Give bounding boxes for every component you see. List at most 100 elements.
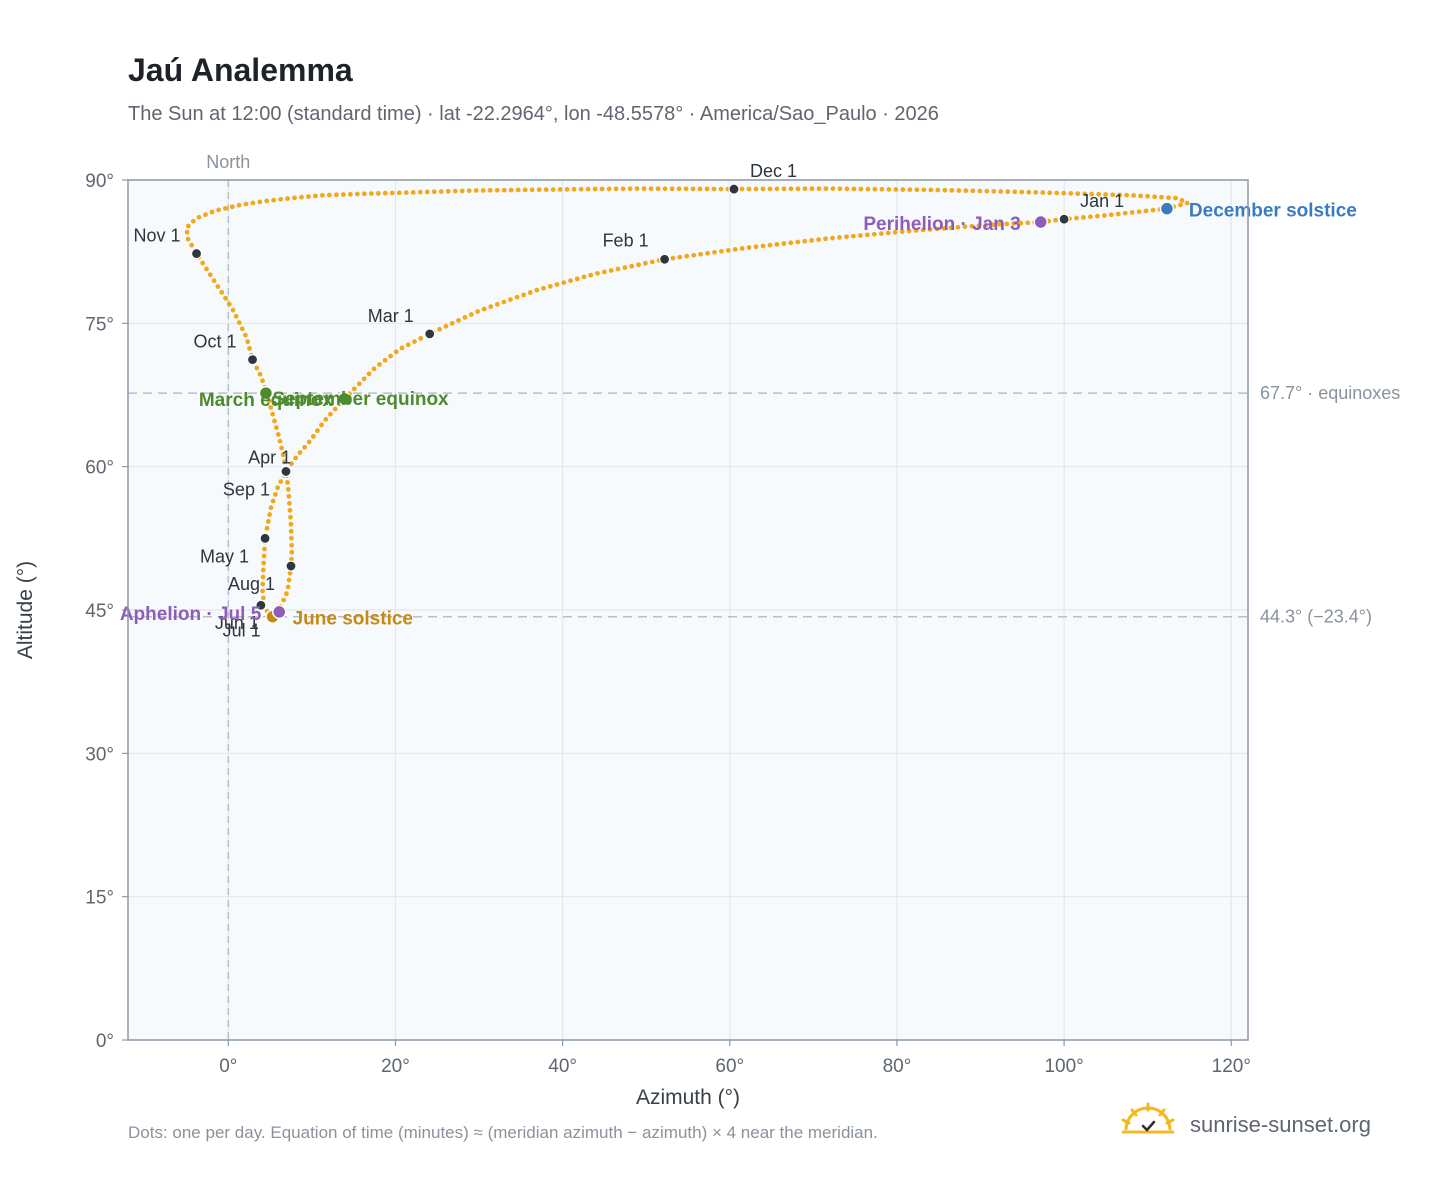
daily-dot — [634, 186, 640, 192]
daily-dot — [1108, 212, 1114, 218]
daily-dot — [1033, 189, 1039, 195]
daily-dot — [956, 188, 962, 193]
daily-dot — [438, 189, 444, 194]
daily-dot — [323, 416, 329, 422]
daily-dot — [1136, 209, 1142, 215]
daily-dot — [515, 187, 521, 193]
daily-dot — [282, 459, 288, 465]
daily-dot — [893, 187, 899, 192]
daily-dot — [767, 242, 773, 248]
y-tick-label: 30° — [85, 744, 114, 765]
daily-dot — [278, 196, 284, 202]
daily-dot — [267, 512, 273, 517]
daily-dot — [371, 366, 377, 372]
daily-dot — [289, 535, 294, 541]
daily-dot — [830, 186, 836, 192]
daily-dot — [649, 259, 655, 265]
month-marker — [424, 328, 436, 340]
daily-dot — [271, 197, 277, 203]
daily-dot — [288, 521, 294, 527]
daily-dot — [921, 187, 927, 193]
daily-dot — [1179, 197, 1185, 203]
daily-dot — [288, 528, 294, 534]
daily-dot — [1094, 213, 1100, 219]
daily-dot — [711, 186, 717, 192]
daily-dot — [190, 218, 196, 224]
daily-dot — [333, 192, 339, 198]
daily-dot — [226, 301, 232, 307]
footnote: Dots: one per day. Equation of time (min… — [128, 1123, 878, 1142]
daily-dot — [1074, 215, 1079, 221]
event-marker — [1033, 214, 1048, 230]
daily-dot — [928, 187, 934, 193]
daily-dot — [260, 588, 265, 594]
daily-dot — [354, 191, 360, 197]
daily-dot — [571, 186, 577, 192]
daily-dot — [257, 199, 263, 205]
daily-dot — [851, 233, 856, 239]
daily-dot — [488, 304, 494, 310]
daily-dot — [977, 188, 983, 194]
daily-dot — [816, 237, 822, 243]
daily-dot — [543, 187, 549, 193]
daily-dot — [287, 507, 293, 513]
daily-dot — [914, 187, 920, 193]
daily-dot — [830, 235, 835, 241]
x-tick-label: 20° — [381, 1056, 410, 1077]
daily-dot — [260, 378, 265, 384]
daily-dot — [615, 266, 621, 272]
sun-logo-icon — [1121, 1102, 1175, 1134]
daily-dot — [970, 188, 976, 194]
daily-dot — [347, 191, 353, 197]
daily-dot — [795, 186, 801, 192]
daily-dot — [257, 371, 263, 377]
daily-dot — [1143, 208, 1149, 214]
event-label: September equinox — [272, 389, 449, 410]
daily-dot — [599, 186, 605, 192]
daily-dot — [1019, 189, 1025, 195]
daily-dot — [245, 339, 251, 345]
daily-dot — [332, 406, 338, 412]
daily-dot — [948, 225, 954, 231]
daily-dot — [410, 189, 416, 195]
daily-dot — [949, 187, 955, 193]
daily-dot — [774, 186, 780, 192]
daily-dot — [260, 567, 266, 573]
daily-dot — [417, 189, 423, 195]
y-tick-label: 15° — [85, 888, 114, 909]
axes: 0° 20° 40° 60° 80° 100° 120° 0° 15° 30° 45° 60° 75° 9… — [85, 171, 1251, 1077]
brand-logo[interactable]: sunrise-sunset.org — [1120, 1102, 1400, 1146]
daily-dot — [1173, 195, 1178, 201]
daily-dot — [494, 301, 500, 307]
daily-dot — [275, 485, 280, 491]
daily-dot — [236, 202, 242, 208]
daily-dot — [585, 186, 591, 192]
daily-dot — [297, 450, 303, 455]
daily-dot — [204, 266, 209, 272]
daily-dot — [403, 190, 409, 195]
daily-dot — [281, 597, 287, 603]
daily-dot — [260, 595, 266, 601]
daily-dot — [254, 365, 260, 371]
month-marker — [255, 599, 267, 611]
x-axis-title: Azimuth (°) — [636, 1086, 740, 1109]
daily-dot — [1101, 213, 1107, 218]
daily-dot — [1178, 202, 1183, 208]
daily-dot — [606, 186, 612, 192]
daily-dot — [595, 270, 600, 276]
x-tick-label: 0° — [219, 1056, 237, 1077]
event-marker — [272, 604, 287, 620]
daily-dot — [1040, 190, 1046, 195]
y-axis-title: Altitude (°) — [14, 561, 37, 659]
daily-dot — [718, 186, 724, 192]
daily-dot — [561, 280, 567, 286]
daily-dot — [655, 186, 661, 192]
daily-dot — [1110, 192, 1116, 198]
daily-dot — [1025, 220, 1031, 226]
daily-dot — [361, 376, 367, 382]
daily-dot — [326, 192, 332, 198]
daily-dot — [399, 345, 405, 351]
daily-dot — [864, 232, 870, 238]
daily-dot — [368, 191, 374, 196]
